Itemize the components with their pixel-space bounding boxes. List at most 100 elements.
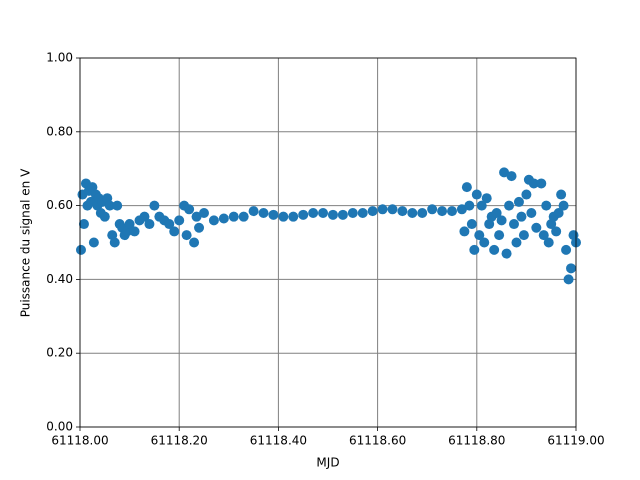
y-tick-label: 1.00 (46, 51, 73, 65)
data-point (278, 211, 289, 222)
data-point (538, 230, 549, 241)
data-point (99, 211, 110, 222)
data-point (248, 206, 259, 217)
data-point (258, 207, 269, 218)
data-point (474, 230, 485, 241)
data-point (518, 230, 529, 241)
data-point (476, 200, 487, 211)
data-point (526, 207, 537, 218)
data-point (466, 219, 477, 230)
data-point (191, 211, 202, 222)
data-point (387, 204, 398, 215)
data-point (318, 207, 329, 218)
data-point (357, 207, 368, 218)
data-point (88, 237, 99, 248)
data-point (208, 215, 219, 226)
x-tick-label: 61119.00 (547, 434, 604, 448)
data-point (511, 237, 522, 248)
data-point (464, 200, 475, 211)
data-point (491, 207, 502, 218)
y-tick-label: 0.40 (46, 272, 73, 286)
data-point (494, 230, 505, 241)
data-point (377, 204, 388, 215)
data-point (541, 200, 552, 211)
data-point (184, 204, 195, 215)
data-point (471, 189, 482, 200)
data-point (218, 213, 229, 224)
data-point (144, 219, 155, 230)
data-point (558, 200, 569, 211)
data-point (481, 193, 492, 204)
y-tick-label: 0.20 (46, 346, 73, 360)
data-point (104, 200, 115, 211)
x-axis-label: MJD (316, 456, 339, 470)
data-point (509, 219, 519, 230)
data-point (407, 207, 418, 218)
data-point (496, 215, 507, 226)
data-point (563, 274, 574, 285)
data-point (149, 200, 160, 211)
data-point (417, 207, 428, 218)
data-point (556, 189, 567, 200)
data-point (194, 222, 205, 233)
data-point (367, 206, 378, 217)
x-tick-label: 61118.40 (250, 434, 307, 448)
data-point (174, 215, 185, 226)
data-point (337, 209, 348, 220)
data-point (437, 206, 448, 217)
data-point (397, 206, 408, 217)
data-point (551, 226, 562, 237)
data-point (489, 244, 500, 255)
data-point (169, 226, 180, 237)
data-point (459, 226, 470, 237)
data-point (139, 211, 150, 222)
data-point (228, 211, 239, 222)
data-point (447, 206, 457, 217)
data-point (479, 237, 490, 248)
data-point (506, 171, 517, 182)
data-point (112, 200, 123, 211)
y-axis-label: Puissance du signal en V (19, 168, 33, 317)
data-point (238, 211, 249, 222)
data-point (189, 237, 200, 248)
data-point (461, 182, 472, 193)
plot-frame (79, 57, 577, 428)
data-point (501, 248, 512, 259)
data-point (347, 207, 358, 218)
y-tick-label: 0.60 (46, 198, 73, 212)
x-tick-label: 61118.80 (448, 434, 505, 448)
data-point (566, 263, 577, 274)
data-point (109, 237, 120, 248)
data-point (531, 222, 542, 233)
data-point (469, 244, 480, 255)
x-tick-label: 61118.00 (51, 434, 108, 448)
data-point (327, 209, 338, 220)
data-point (129, 226, 140, 237)
data-point (499, 167, 510, 178)
y-tick-label: 0.00 (46, 420, 73, 434)
data-point (536, 178, 547, 189)
data-point (124, 219, 135, 230)
data-point (516, 211, 527, 222)
data-point (553, 207, 564, 218)
data-point (78, 219, 89, 230)
data-point (427, 204, 438, 215)
data-point (164, 219, 175, 230)
data-point (308, 207, 319, 218)
y-tick-label: 0.80 (46, 124, 73, 138)
data-point (504, 200, 515, 211)
data-point (561, 244, 572, 255)
data-point (298, 209, 309, 220)
data-point (528, 178, 539, 189)
data-point (543, 237, 554, 248)
data-point (268, 209, 279, 220)
data-point (199, 207, 209, 218)
x-tick-label: 61118.60 (349, 434, 406, 448)
data-point (75, 244, 86, 255)
data-point (513, 196, 524, 207)
data-point (456, 204, 467, 215)
data-point (288, 211, 299, 222)
x-tick-label: 61118.20 (151, 434, 208, 448)
